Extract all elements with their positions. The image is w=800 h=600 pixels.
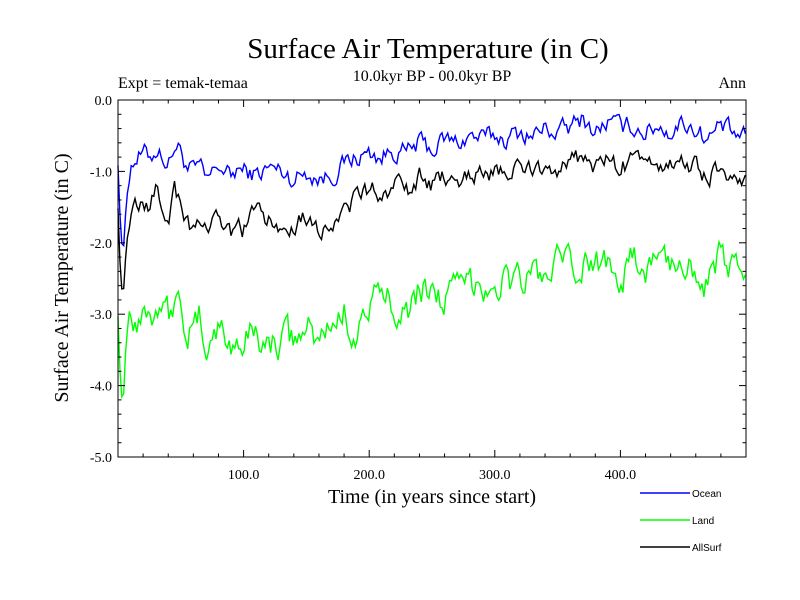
x-tick-label: 200.0 xyxy=(353,468,385,483)
x-tick-label: 400.0 xyxy=(605,468,637,483)
y-tick-label: -4.0 xyxy=(90,380,112,395)
y-tick-label: -1.0 xyxy=(90,165,112,180)
y-tick-label: -5.0 xyxy=(90,451,112,466)
y-tick-label: -3.0 xyxy=(90,308,112,323)
legend: Ocean Land AllSurf xyxy=(640,489,722,554)
legend-label-land: Land xyxy=(692,516,714,527)
series-line-allsurf xyxy=(117,149,747,290)
x-axis-label: Time (in years since start) xyxy=(328,486,536,508)
x-tick-label: 300.0 xyxy=(479,468,511,483)
experiment-label: Expt = temak-temaa xyxy=(118,75,248,92)
chart-subtitle: 10.0kyr BP - 00.0kyr BP xyxy=(353,68,512,85)
chart-title: Surface Air Temperature (in C) xyxy=(247,33,608,65)
x-tick-label: 100.0 xyxy=(228,468,260,483)
legend-label-ocean: Ocean xyxy=(692,489,721,500)
y-axis-label: Surface Air Temperature (in C) xyxy=(51,153,73,402)
series-line-ocean xyxy=(117,113,747,248)
series-line-land xyxy=(117,239,747,400)
y-tick-label: 0.0 xyxy=(95,94,113,109)
legend-label-allsurf: AllSurf xyxy=(692,543,722,554)
season-label: Ann xyxy=(718,75,746,92)
axis-layer: 100.0 200.0 300.0 400.0 0.0 -1.0 -2.0 -3.0 -4.0 -… xyxy=(90,94,746,483)
data-layer xyxy=(117,113,747,400)
y-tick-label: -2.0 xyxy=(90,237,112,252)
plot-frame xyxy=(117,99,747,458)
